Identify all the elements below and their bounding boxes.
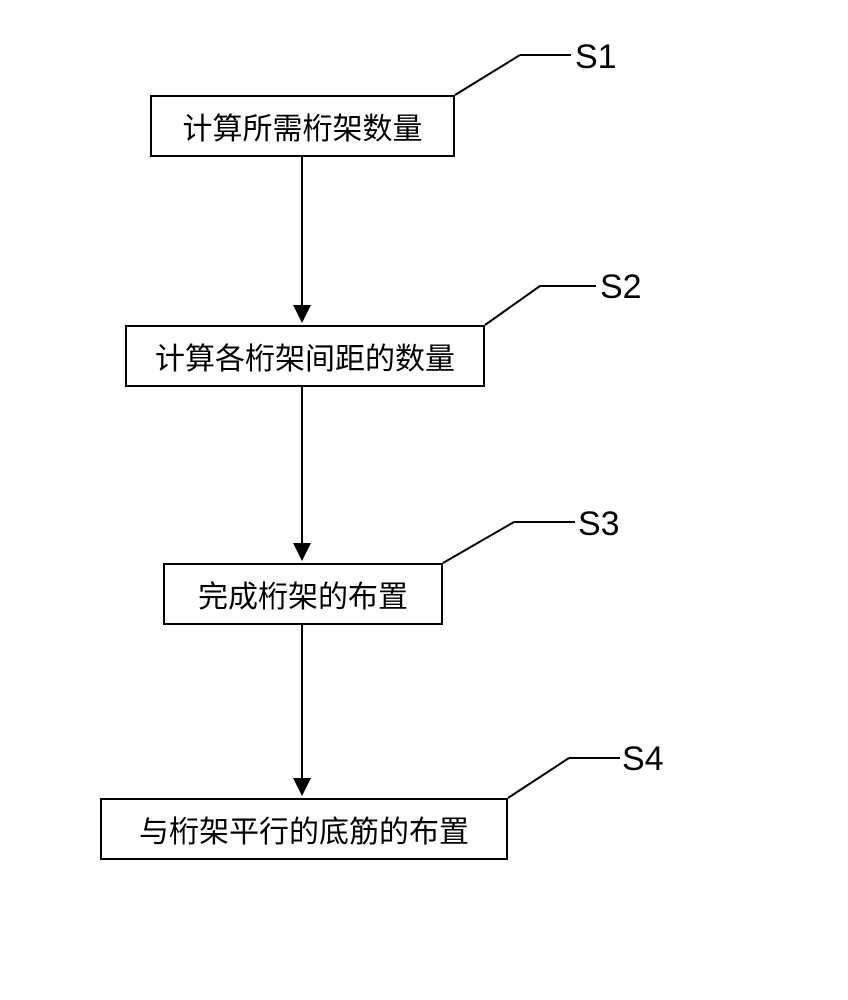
node-s2-text: 计算各桁架间距的数量 — [155, 334, 455, 378]
node-s3-text: 完成桁架的布置 — [198, 572, 408, 616]
node-s4: 与桁架平行的底筋的布置 — [100, 798, 508, 860]
arrow-s3-s4-line — [301, 625, 303, 778]
label-s3: S3 — [578, 505, 620, 544]
node-s3: 完成桁架的布置 — [163, 563, 443, 625]
flowchart-container: 计算所需桁架数量 S1 计算各桁架间距的数量 S2 完成桁架的布置 S3 与桁架… — [0, 0, 848, 1000]
node-s1-text: 计算所需桁架数量 — [183, 104, 423, 148]
node-s1: 计算所需桁架数量 — [150, 95, 455, 157]
label-s4: S4 — [622, 740, 664, 779]
label-s2: S2 — [600, 268, 642, 307]
node-s4-text: 与桁架平行的底筋的布置 — [139, 807, 469, 851]
arrow-s3-s4-head — [293, 778, 311, 796]
arrow-s1-s2-line — [301, 157, 303, 305]
arrow-s2-s3-line — [301, 387, 303, 543]
arrow-s1-s2-head — [293, 305, 311, 323]
label-s1: S1 — [575, 38, 617, 77]
node-s2: 计算各桁架间距的数量 — [125, 325, 485, 387]
arrow-s2-s3-head — [293, 543, 311, 561]
